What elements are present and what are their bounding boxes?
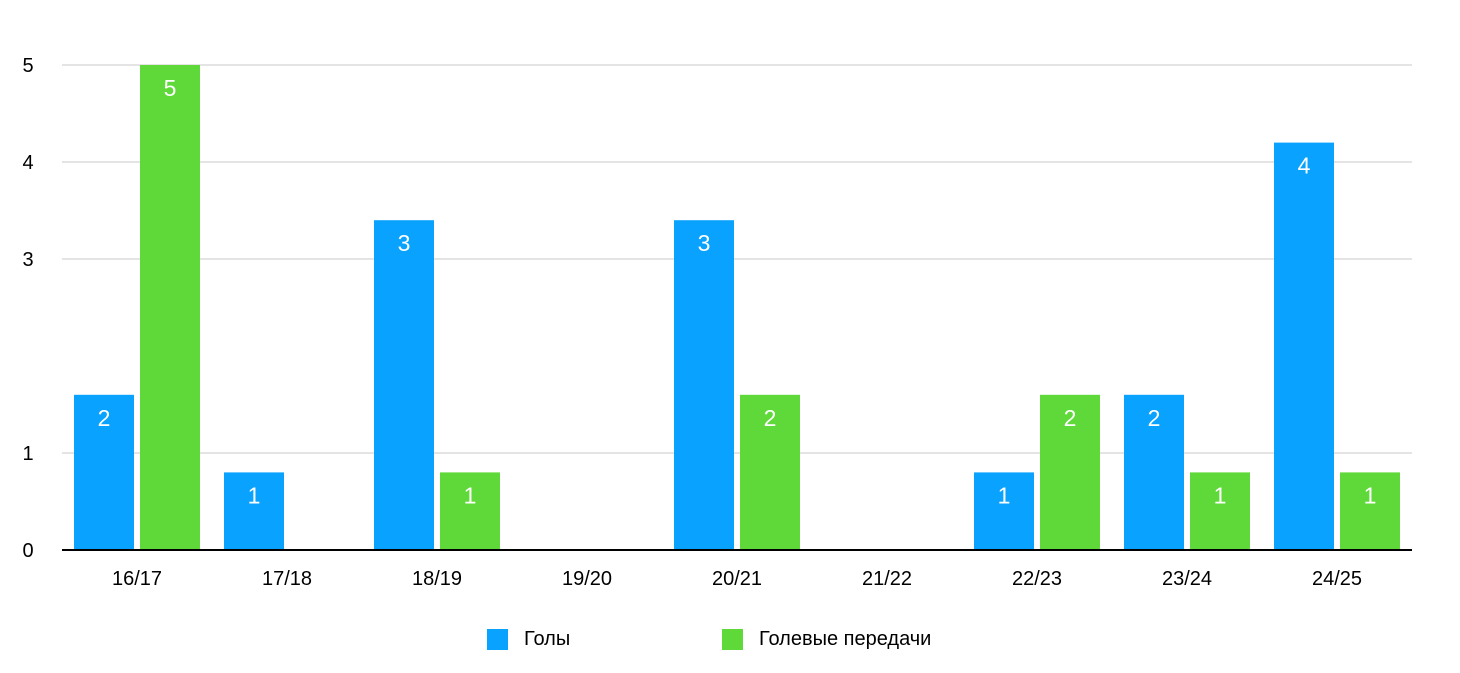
data-label: 3 bbox=[398, 230, 411, 256]
data-label: 1 bbox=[248, 482, 261, 508]
legend-item-goals: Голы bbox=[487, 628, 570, 651]
data-label: 2 bbox=[1064, 405, 1077, 431]
bar-assists bbox=[140, 65, 200, 550]
data-label: 2 bbox=[98, 405, 111, 431]
legend: Голы Голевые передачи bbox=[0, 628, 1460, 656]
bar-goals bbox=[674, 220, 734, 550]
data-label: 2 bbox=[764, 405, 777, 431]
bar-goals bbox=[224, 472, 284, 550]
y-tick-label: 1 bbox=[22, 443, 33, 465]
legend-swatch-assists bbox=[722, 629, 743, 650]
legend-item-assists: Голевые передачи bbox=[722, 628, 931, 651]
legend-label-goals: Голы bbox=[524, 628, 571, 650]
legend-swatch-goals bbox=[487, 629, 508, 650]
y-tick-label: 4 bbox=[22, 152, 33, 174]
data-label: 3 bbox=[698, 230, 711, 256]
data-label: 1 bbox=[1364, 482, 1377, 508]
x-tick-label: 17/18 bbox=[262, 568, 312, 590]
bar-chart: 0 1 3 4 5 2 5 16/17 1 17/18 3 1 18/19 19/20 3 2 20/21 21/… bbox=[22, 55, 1412, 590]
bar-assists bbox=[440, 472, 500, 550]
x-tick-label: 19/20 bbox=[562, 568, 612, 590]
bar-assists bbox=[1040, 394, 1100, 550]
data-label: 5 bbox=[164, 75, 177, 101]
bar-assists bbox=[1340, 472, 1400, 550]
bar-goals bbox=[374, 220, 434, 550]
x-tick-label: 18/19 bbox=[412, 568, 462, 590]
bar-assists bbox=[1190, 472, 1250, 550]
bar-goals bbox=[1274, 142, 1334, 550]
x-tick-label: 16/17 bbox=[112, 568, 162, 590]
x-tick-label: 24/25 bbox=[1312, 568, 1362, 590]
x-tick-label: 20/21 bbox=[712, 568, 762, 590]
bar-goals bbox=[1124, 394, 1184, 550]
data-label: 1 bbox=[998, 482, 1011, 508]
x-tick-label: 21/22 bbox=[862, 568, 912, 590]
data-label: 4 bbox=[1298, 153, 1311, 179]
y-tick-label: 0 bbox=[22, 540, 33, 562]
y-tick-label: 5 bbox=[22, 55, 33, 77]
x-tick-label: 22/23 bbox=[1012, 568, 1062, 590]
data-label: 1 bbox=[1214, 482, 1227, 508]
bar-goals bbox=[74, 394, 134, 550]
data-label: 1 bbox=[464, 482, 477, 508]
bar-assists bbox=[740, 394, 800, 550]
legend-label-assists: Голевые передачи bbox=[759, 628, 932, 650]
data-label: 2 bbox=[1148, 405, 1161, 431]
x-tick-label: 23/24 bbox=[1162, 568, 1212, 590]
bar-goals bbox=[974, 472, 1034, 550]
y-tick-label: 3 bbox=[22, 249, 33, 271]
